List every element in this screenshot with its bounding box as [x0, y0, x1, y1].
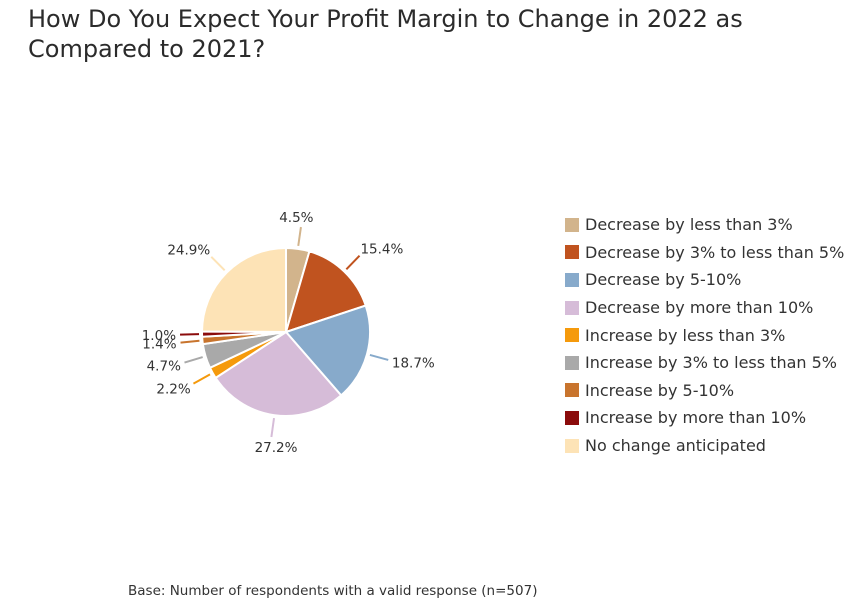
- chart-legend: Decrease by less than 3% Decrease by 3% t…: [565, 211, 844, 459]
- legend-item-4: Increase by less than 3%: [565, 321, 844, 349]
- legend-swatch-4: [565, 328, 579, 343]
- legend-swatch-7: [565, 410, 579, 425]
- data-label-3: 27.2%: [255, 440, 298, 456]
- data-label-2: 18.7%: [392, 356, 435, 372]
- chart-title: How Do You Expect Your Profit Margin to …: [28, 5, 743, 63]
- leader-line-3: [270, 418, 276, 438]
- data-label-7: 1.0%: [142, 328, 176, 344]
- leader-line-1: [345, 254, 361, 271]
- legend-swatch-8: [565, 438, 579, 453]
- data-label-8: 24.9%: [167, 243, 210, 259]
- legend-swatch-3: [565, 300, 579, 315]
- legend-item-2: Decrease by 5-10%: [565, 266, 844, 294]
- leader-lines: [180, 226, 389, 438]
- legend-label-8: No change anticipated: [585, 436, 766, 456]
- pie-slice-3: [214, 330, 343, 417]
- leader-line-2: [369, 353, 389, 361]
- legend-label-2: Decrease by 5-10%: [585, 270, 742, 290]
- pie-slice-8: [200, 246, 287, 334]
- legend-label-4: Increase by less than 3%: [585, 325, 786, 345]
- legend-swatch-5: [565, 355, 579, 370]
- leader-line-8: [210, 256, 226, 271]
- data-label-4: 2.2%: [156, 382, 190, 398]
- legend-swatch-1: [565, 245, 579, 260]
- pie-slices: [200, 246, 371, 417]
- legend-item-0: Decrease by less than 3%: [565, 211, 844, 239]
- leader-line-0: [297, 226, 302, 247]
- legend-item-6: Increase by 5-10%: [565, 377, 844, 405]
- legend-swatch-0: [565, 217, 579, 232]
- legend-label-7: Increase by more than 10%: [585, 408, 807, 428]
- data-label-1: 15.4%: [360, 241, 403, 257]
- legend-item-1: Decrease by 3% to less than 5%: [565, 239, 844, 267]
- leader-line-5: [184, 356, 203, 364]
- data-labels: 4.5% 15.4% 18.7% 27.2% 2.2% 4.7% 1.4%1.0% 24.9%: [142, 210, 435, 456]
- legend-swatch-2: [565, 272, 579, 287]
- legend-label-1: Decrease by 3% to less than 5%: [585, 242, 845, 262]
- legend-item-8: No change anticipated: [565, 432, 844, 460]
- footnote: Base: Number of respondents with a valid…: [128, 583, 538, 599]
- leader-line-4: [192, 373, 211, 385]
- data-label-5: 4.7%: [147, 358, 181, 374]
- data-label-0: 4.5%: [279, 210, 313, 226]
- legend-item-3: Decrease by more than 10%: [565, 294, 844, 322]
- pie-slice-2: [284, 304, 371, 397]
- leader-line-6: [180, 339, 200, 344]
- data-label-6: 1.4%: [142, 337, 176, 353]
- legend-label-3: Decrease by more than 10%: [585, 298, 814, 318]
- legend-item-5: Increase by 3% to less than 5%: [565, 349, 844, 377]
- legend-label-6: Increase by 5-10%: [585, 380, 735, 400]
- legend-label-0: Decrease by less than 3%: [585, 215, 793, 235]
- legend-label-5: Increase by 3% to less than 5%: [585, 353, 837, 373]
- legend-swatch-6: [565, 383, 579, 398]
- legend-item-7: Increase by more than 10%: [565, 404, 844, 432]
